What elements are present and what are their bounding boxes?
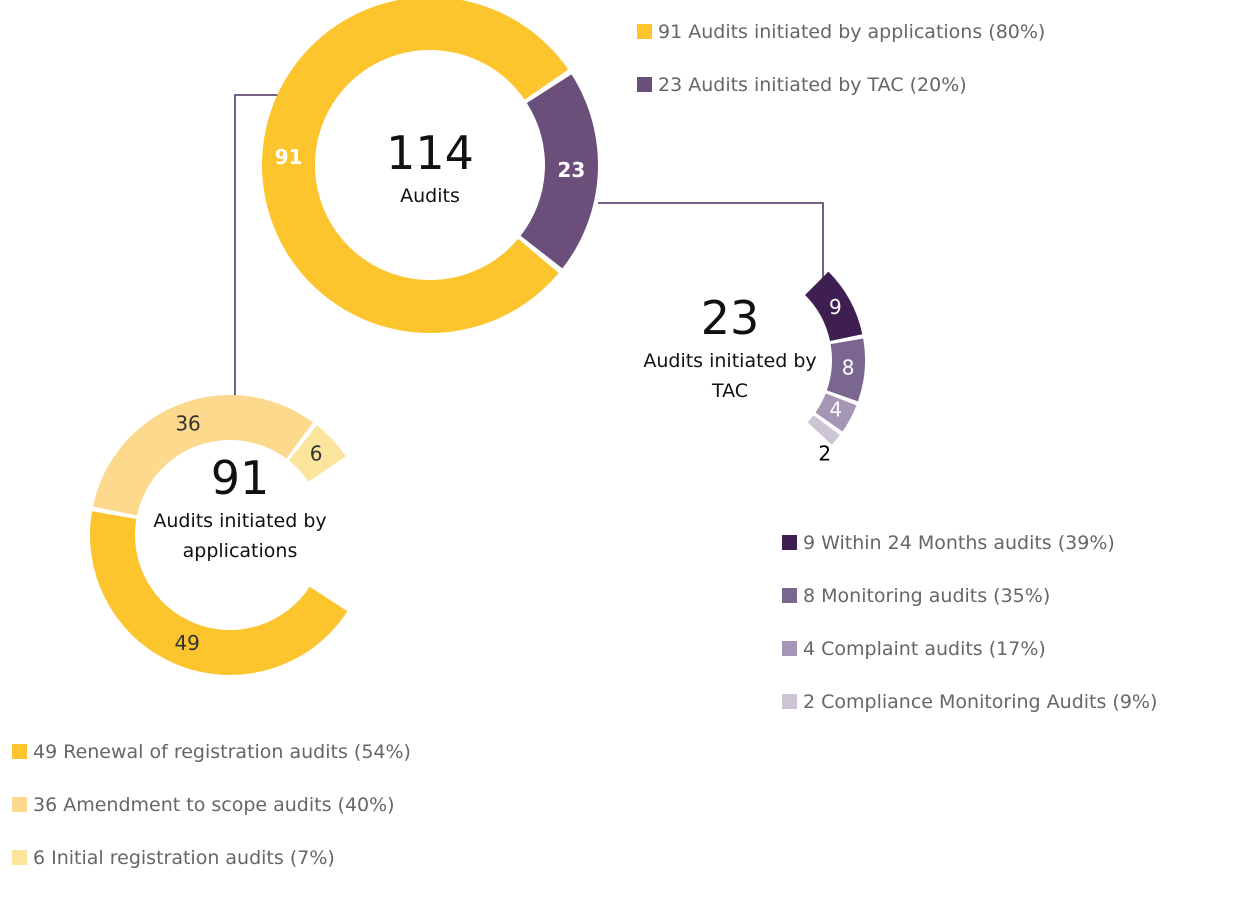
- data-label: 36: [175, 412, 200, 436]
- donut-center: 23 Audits initiated by TAC: [630, 290, 830, 406]
- donut-segment: [289, 425, 346, 482]
- center-value: 114: [386, 126, 474, 180]
- legend-item: 49 Renewal of registration audits (54%): [12, 739, 411, 765]
- legend-swatch: [637, 77, 652, 92]
- center-label: Audits initiated by applications: [153, 510, 327, 562]
- data-label: 6: [310, 442, 323, 466]
- donut-segment: [520, 74, 598, 269]
- legend-swatch: [12, 797, 27, 812]
- donut-segment: [92, 394, 314, 516]
- legend-swatch: [12, 850, 27, 865]
- donut-center: 114 Audits: [340, 125, 520, 211]
- center-value: 91: [210, 451, 270, 505]
- legend: 49 Renewal of registration audits (54%) 3…: [12, 739, 411, 898]
- data-label: 9: [829, 295, 842, 319]
- center-label: Audits: [400, 185, 460, 207]
- legend: 91 Audits initiated by applications (80%…: [637, 19, 1045, 125]
- legend-label: 23 Audits initiated by TAC (20%): [658, 74, 967, 96]
- legend-item: 2 Compliance Monitoring Audits (9%): [782, 689, 1157, 715]
- donut-segment: [90, 511, 348, 675]
- data-label: 2: [818, 441, 831, 465]
- legend-item: 36 Amendment to scope audits (40%): [12, 792, 411, 818]
- legend-item: 6 Initial registration audits (7%): [12, 845, 411, 871]
- data-label: 4: [829, 398, 842, 422]
- legend-item: 91 Audits initiated by applications (80%…: [637, 19, 1045, 45]
- legend-swatch: [782, 588, 797, 603]
- legend-label: 49 Renewal of registration audits (54%): [33, 741, 411, 763]
- legend-label: 4 Complaint audits (17%): [803, 638, 1046, 660]
- legend-swatch: [637, 24, 652, 39]
- data-label: 91: [275, 145, 303, 169]
- legend-item: 23 Audits initiated by TAC (20%): [637, 72, 1045, 98]
- legend-swatch: [782, 694, 797, 709]
- legend: 9 Within 24 Months audits (39%) 8 Monitor…: [782, 530, 1157, 742]
- legend-label: 36 Amendment to scope audits (40%): [33, 794, 395, 816]
- chart: 91 23 9 84 2 49 36 6: [90, 0, 866, 675]
- legend-item: 8 Monitoring audits (35%): [782, 583, 1157, 609]
- data-label: 49: [174, 631, 199, 655]
- legend-item: 4 Complaint audits (17%): [782, 636, 1157, 662]
- legend-label: 8 Monitoring audits (35%): [803, 585, 1051, 607]
- legend-swatch: [782, 535, 797, 550]
- donut-segment: [807, 415, 840, 445]
- legend-label: 91 Audits initiated by applications (80%…: [658, 21, 1046, 43]
- legend-label: 2 Compliance Monitoring Audits (9%): [803, 691, 1158, 713]
- data-label: 23: [557, 158, 585, 182]
- donut-center: 91 Audits initiated by applications: [140, 450, 340, 566]
- center-value: 23: [700, 291, 760, 345]
- legend-item: 9 Within 24 Months audits (39%): [782, 530, 1157, 556]
- donut-segment: [262, 0, 569, 333]
- connector: [598, 202, 824, 286]
- connector: [234, 94, 288, 402]
- legend-label: 6 Initial registration audits (7%): [33, 847, 335, 869]
- legend-swatch: [12, 744, 27, 759]
- donut-segment: [815, 393, 857, 432]
- donut-segment: [805, 271, 863, 342]
- donut-segment: [826, 338, 866, 402]
- data-label: 8: [842, 355, 855, 379]
- legend-label: 9 Within 24 Months audits (39%): [803, 532, 1115, 554]
- legend-swatch: [782, 641, 797, 656]
- center-label: Audits initiated by TAC: [643, 350, 817, 402]
